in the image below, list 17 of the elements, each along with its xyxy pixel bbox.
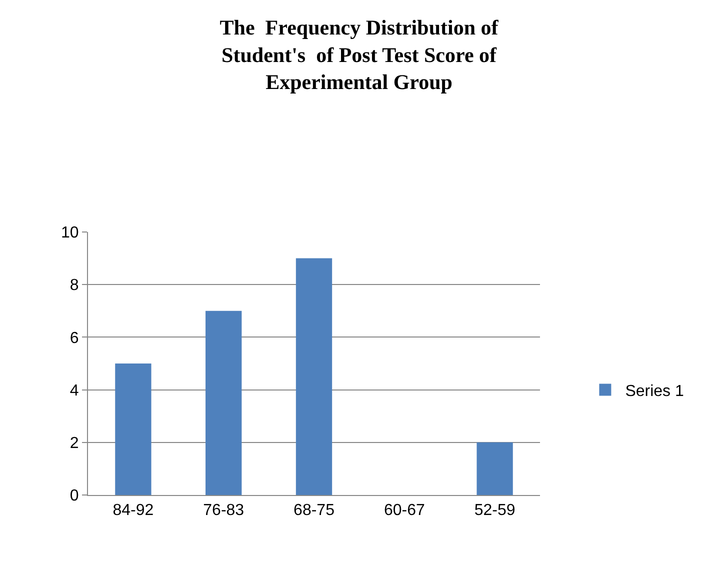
bar	[206, 310, 242, 495]
bar	[296, 258, 332, 495]
x-tick-label: 84-92	[112, 502, 154, 520]
y-tick-label: 10	[61, 224, 79, 242]
x-tick-label: 76-83	[203, 502, 244, 520]
legend-label: Series 1	[625, 382, 684, 400]
y-tick-label: 8	[70, 277, 79, 294]
y-tick-label: 6	[70, 330, 79, 347]
x-tick-label: 68-75	[294, 502, 335, 520]
y-tick-label: 0	[70, 488, 79, 505]
y-tick-label: 2	[70, 435, 79, 452]
x-tick-label: 52-59	[474, 502, 516, 520]
x-tick-label: 60-67	[384, 502, 425, 520]
y-tick-label: 4	[70, 382, 79, 400]
bar	[115, 364, 152, 495]
chart-title: The Frequency Distribution of Student's of Post Test Score of Experimental Group	[220, 16, 500, 94]
bar	[476, 442, 513, 495]
